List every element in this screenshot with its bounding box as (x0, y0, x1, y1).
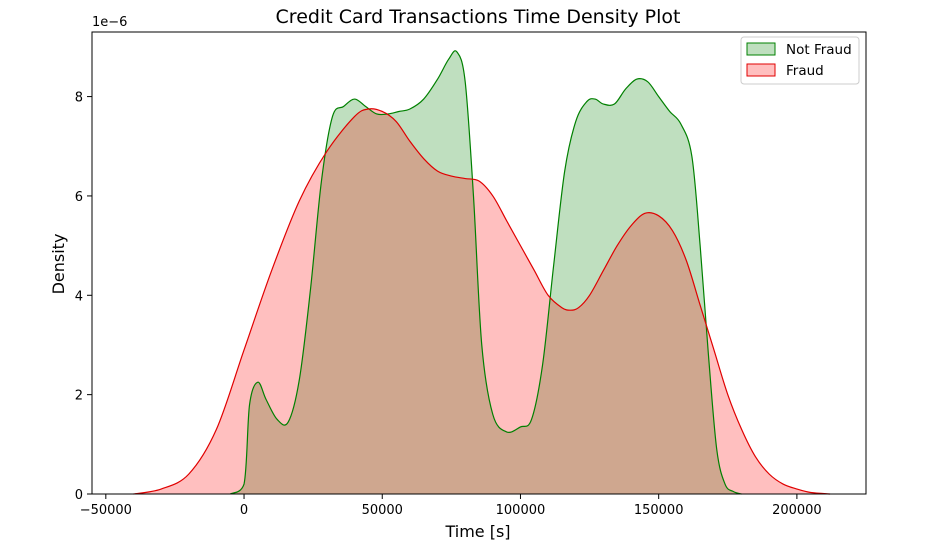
legend: Not Fraud Fraud (740, 36, 860, 85)
y-tick-label: 4 (75, 289, 83, 304)
y-tick-label: 6 (75, 190, 83, 205)
series-layer (133, 50, 831, 495)
legend-box (740, 36, 860, 85)
x-axis-label: Time [s] (444, 522, 510, 541)
plot-frame (91, 31, 867, 495)
series-line-fraud (133, 108, 831, 495)
x-tick-label: 150000 (634, 503, 684, 518)
series-area-fraud (133, 108, 831, 494)
legend-label-fraud: Fraud (786, 63, 824, 79)
x-axis-ticks: −50000 0 50000 100000 150000 200000 (80, 494, 822, 518)
x-tick-label: 50000 (362, 503, 403, 518)
y-axis-label: Density (49, 234, 68, 295)
x-tick-label: 200000 (772, 503, 822, 518)
chart-title: Credit Card Transactions Time Density Pl… (276, 6, 681, 28)
legend-label-not-fraud: Not Fraud (786, 42, 852, 58)
legend-swatch-fraud (746, 63, 776, 77)
series-area-not-fraud (230, 50, 742, 494)
y-axis-ticks: 0 2 4 6 8 (75, 91, 92, 503)
y-offset-label: 1e−6 (92, 15, 127, 30)
series-line-not-fraud (229, 50, 742, 495)
x-tick-label: 0 (240, 503, 248, 518)
y-tick-label: 2 (75, 389, 83, 404)
x-tick-label: −50000 (80, 503, 132, 518)
y-tick-label: 8 (75, 91, 83, 106)
x-tick-label: 100000 (496, 503, 546, 518)
legend-swatch-not-fraud (746, 42, 776, 56)
y-tick-label: 0 (75, 488, 83, 503)
